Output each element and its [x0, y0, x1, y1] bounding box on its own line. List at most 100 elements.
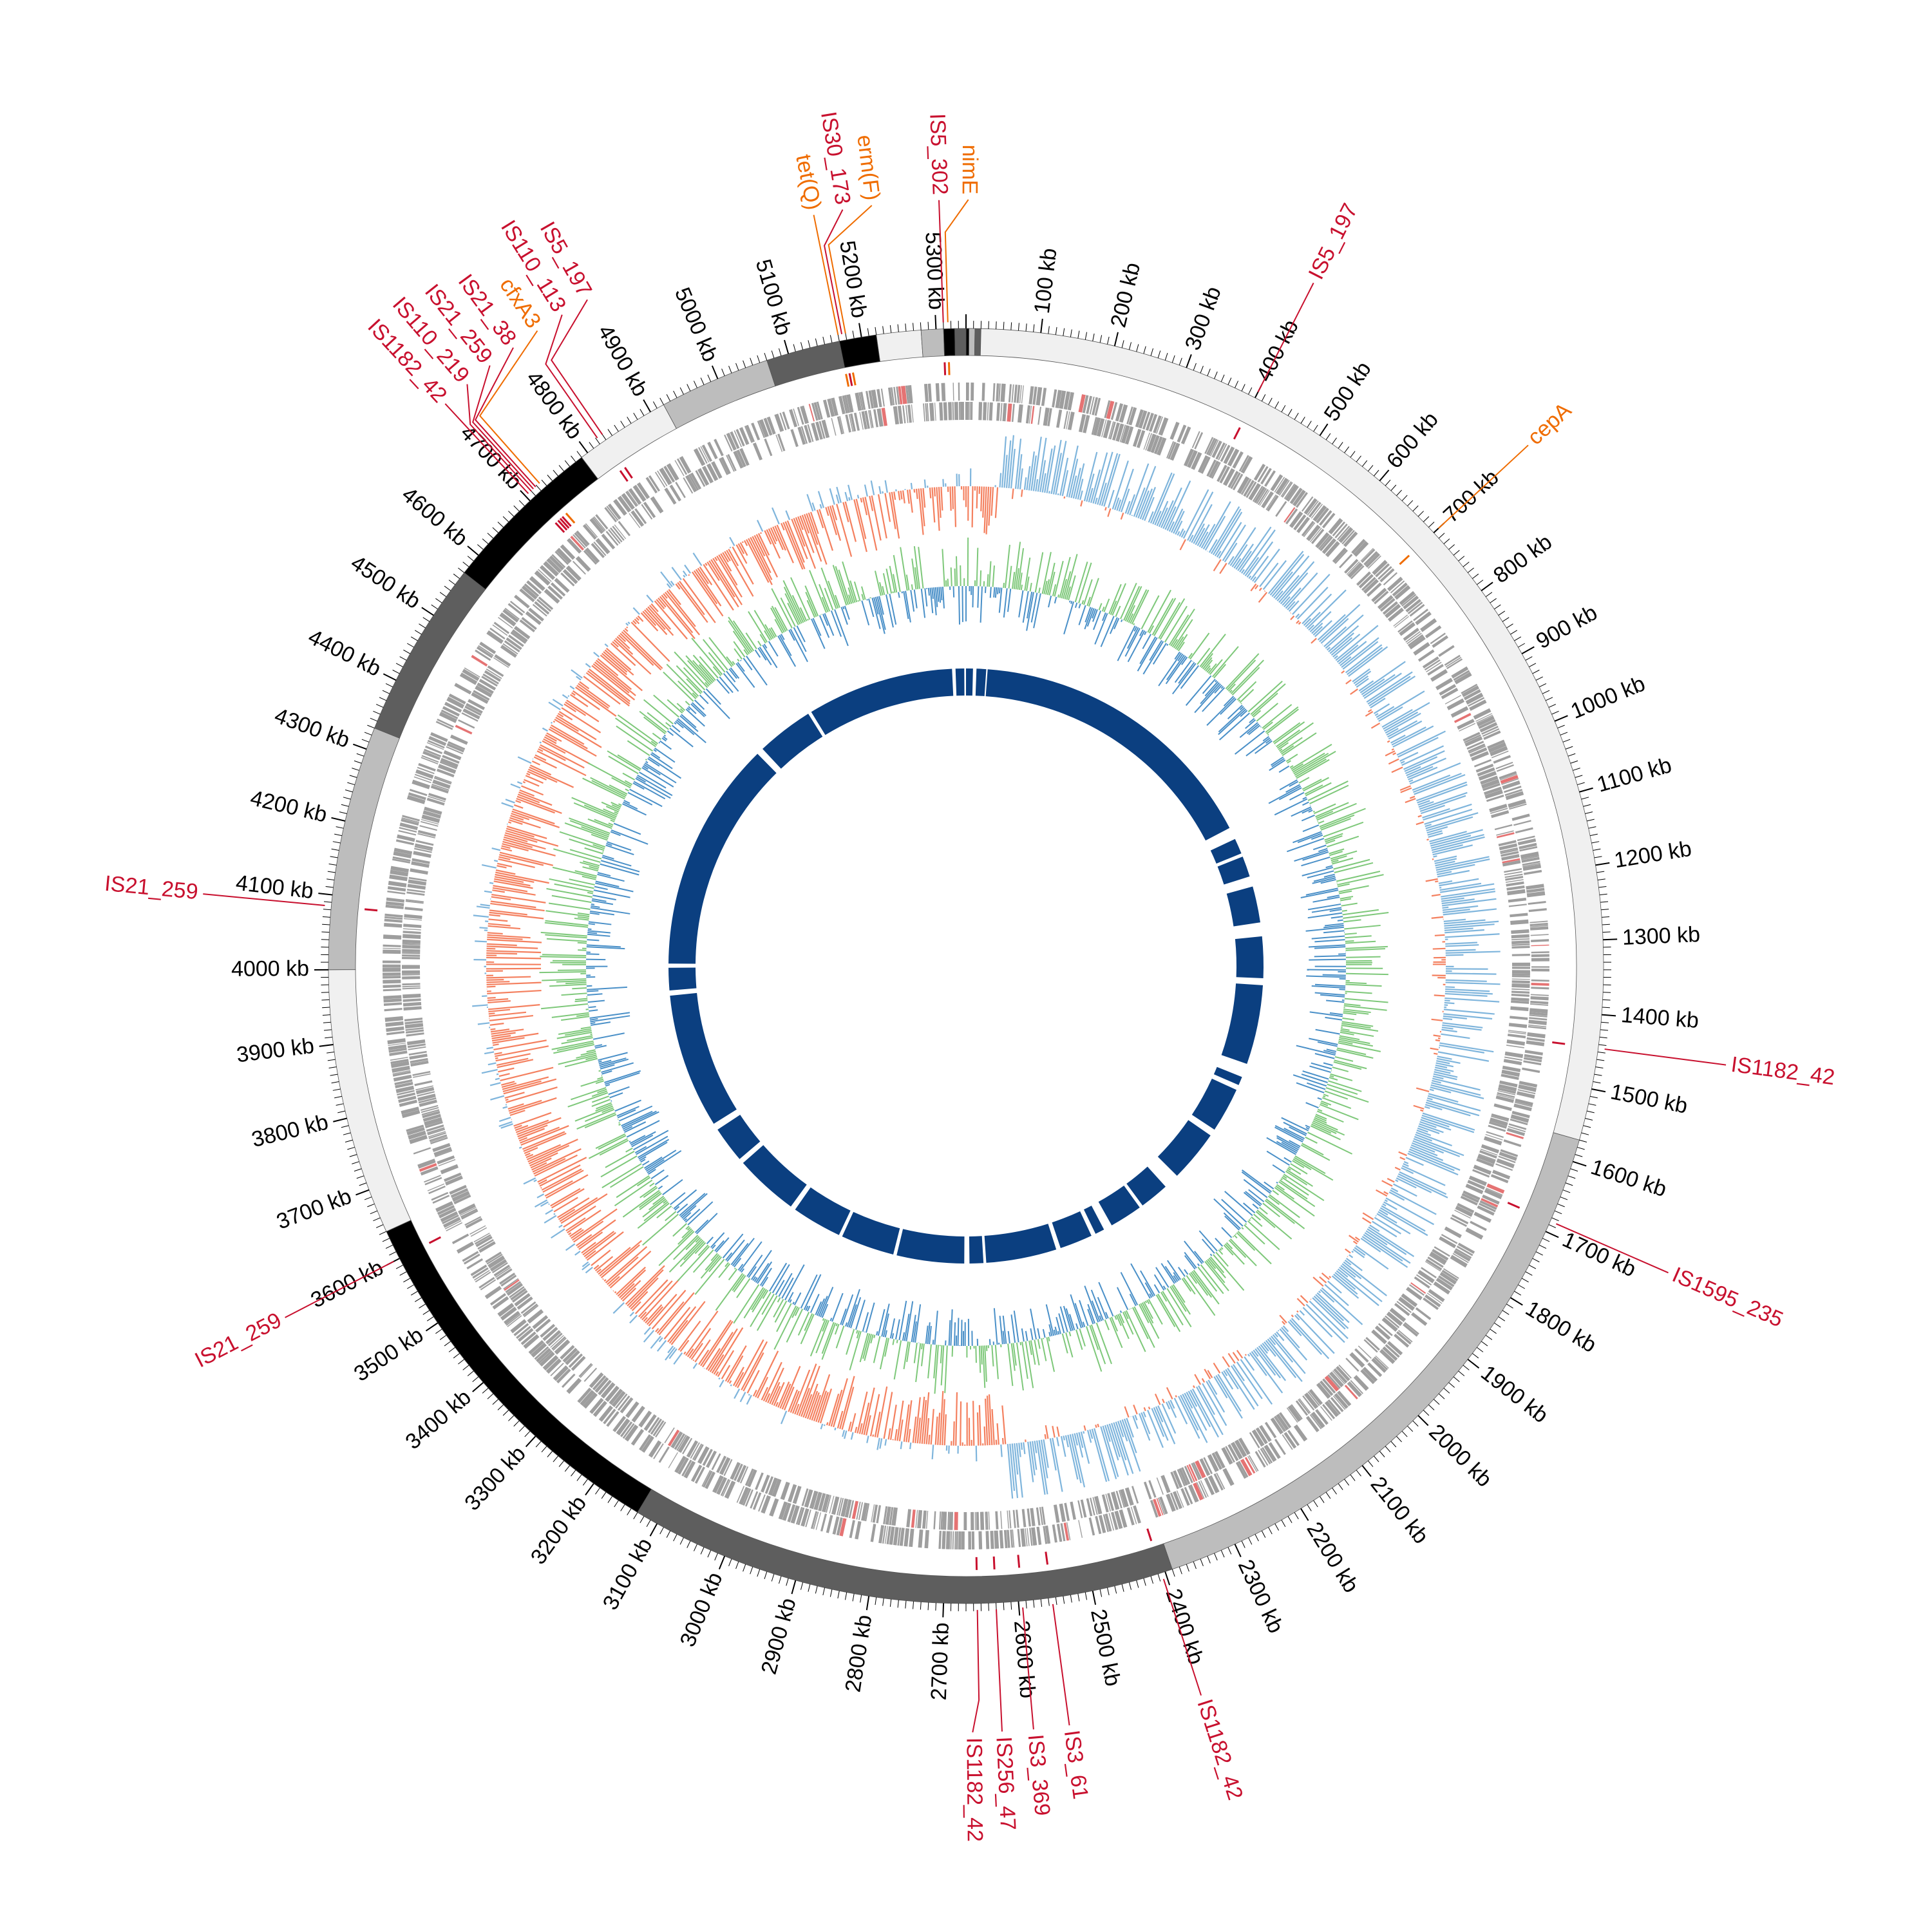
- gc-content-bar: [1278, 787, 1302, 800]
- gene-block: [1374, 1325, 1391, 1340]
- gc-content-bar: [1177, 641, 1185, 652]
- gc-content-bar: [600, 1155, 638, 1178]
- gene-block: [1500, 1149, 1519, 1157]
- gc-skew-bar: [777, 1381, 790, 1408]
- gc-content-bar: [605, 806, 620, 813]
- gc-content-bar: [569, 838, 605, 851]
- gc-content-bar: [1236, 1232, 1256, 1251]
- gc-skew-bar: [656, 599, 665, 609]
- gc-content-bar: [649, 1182, 655, 1187]
- gc-content-bar: [878, 596, 884, 615]
- gc-content-bar: [642, 1198, 667, 1218]
- gene-block: [506, 1283, 524, 1296]
- minor-tick: [1602, 1007, 1610, 1009]
- minor-tick: [1186, 1564, 1189, 1572]
- gc-content-bar: [1295, 758, 1327, 778]
- gene-block: [1358, 1345, 1372, 1359]
- minor-tick: [700, 377, 705, 385]
- major-tick: [1572, 1160, 1587, 1167]
- gc-skew-bar: [697, 567, 709, 585]
- gene-block: [1198, 1481, 1208, 1499]
- gc-content-bar: [873, 1334, 876, 1338]
- gc-content-bar: [820, 1287, 834, 1318]
- gene-block: [1504, 871, 1522, 876]
- gc-skew-bar: [1052, 1437, 1063, 1492]
- gc-skew-bar: [1299, 1310, 1305, 1316]
- gc-skew-bar: [728, 549, 739, 567]
- gene-block: [1452, 1253, 1469, 1264]
- gc-content-bar: [1189, 632, 1210, 660]
- gc-content-bar: [1030, 592, 1038, 623]
- gc-skew-bar: [1445, 972, 1497, 975]
- coverage-segment: [1083, 1206, 1104, 1234]
- gc-content-bar: [585, 1056, 598, 1061]
- gene-block: [459, 672, 478, 685]
- gc-skew-bar: [699, 566, 713, 585]
- gc-content-bar: [584, 847, 603, 855]
- gc-content-bar: [569, 820, 610, 836]
- annotation-leader: [474, 347, 536, 488]
- gc-skew-bar: [1343, 1261, 1387, 1296]
- gene-block: [1461, 1193, 1479, 1203]
- gene-block: [904, 1528, 910, 1547]
- minor-tick: [786, 1578, 789, 1586]
- gc-skew-bar: [1393, 1183, 1417, 1197]
- gc-content-bar: [1327, 1083, 1358, 1095]
- gene-block: [1530, 1008, 1548, 1014]
- gc-content-bar: [1292, 752, 1325, 773]
- gc-content-bar: [1037, 1328, 1041, 1339]
- gc-skew-bar: [565, 701, 587, 716]
- gc-skew-bar: [498, 856, 511, 860]
- gc-skew-bar: [650, 1336, 661, 1349]
- gene-block: [1500, 847, 1518, 853]
- gene-block: [1036, 1507, 1041, 1526]
- coverage-segment: [717, 1115, 761, 1159]
- gc-skew-bar: [1430, 833, 1484, 849]
- gc-skew-bar: [1175, 520, 1183, 535]
- gc-skew-bar: [482, 864, 497, 869]
- gene-block: [387, 890, 406, 895]
- gc-skew-bar: [605, 647, 632, 671]
- gc-skew-bar: [541, 1168, 582, 1191]
- gc-skew-bar: [823, 1424, 826, 1426]
- gene-block: [1350, 1379, 1364, 1394]
- gc-skew-bar: [1063, 1435, 1065, 1441]
- gc-content-bar: [1307, 870, 1334, 878]
- gc-skew-bar: [695, 569, 722, 607]
- gene-block: [1419, 618, 1437, 632]
- gc-content-bar: [1231, 667, 1260, 696]
- gc-skew-bar: [1436, 1057, 1461, 1064]
- gc-content-bar: [1305, 926, 1345, 932]
- gc-skew-bar: [804, 514, 822, 562]
- gc-skew-bar: [1436, 1060, 1450, 1065]
- minor-tick: [1532, 669, 1540, 674]
- annotation-label: IS5_197: [1304, 200, 1363, 283]
- minor-tick: [1200, 366, 1204, 374]
- gc-content-bar: [688, 706, 697, 714]
- gc-skew-bar: [564, 703, 576, 713]
- gene-block: [1488, 742, 1507, 753]
- gc-skew-bar: [768, 528, 777, 545]
- gc-content-bar: [561, 1037, 593, 1045]
- minor-tick: [497, 1404, 504, 1410]
- major-tick: [934, 315, 937, 330]
- gene-block: [675, 482, 686, 498]
- gc-skew-bar: [576, 676, 582, 681]
- gc-skew-bar: [1442, 906, 1449, 909]
- gene-block: [1508, 1033, 1526, 1039]
- gene-block: [410, 868, 428, 875]
- major-tick: [1521, 646, 1535, 654]
- gene-block: [495, 1267, 511, 1278]
- gc-content-bar: [764, 624, 774, 639]
- gene-block: [1350, 565, 1365, 580]
- gene-block: [668, 1452, 678, 1468]
- gene-block: [461, 712, 478, 722]
- gene-block: [1270, 1417, 1283, 1435]
- gc-content-bar: [1057, 594, 1060, 598]
- gc-skew-bar: [830, 1389, 843, 1427]
- gc-content-bar: [829, 1318, 833, 1321]
- gc-content-bar: [787, 602, 799, 625]
- gc-content-bar: [942, 587, 945, 609]
- gene-block: [610, 527, 623, 543]
- gc-skew-bar: [1341, 670, 1345, 674]
